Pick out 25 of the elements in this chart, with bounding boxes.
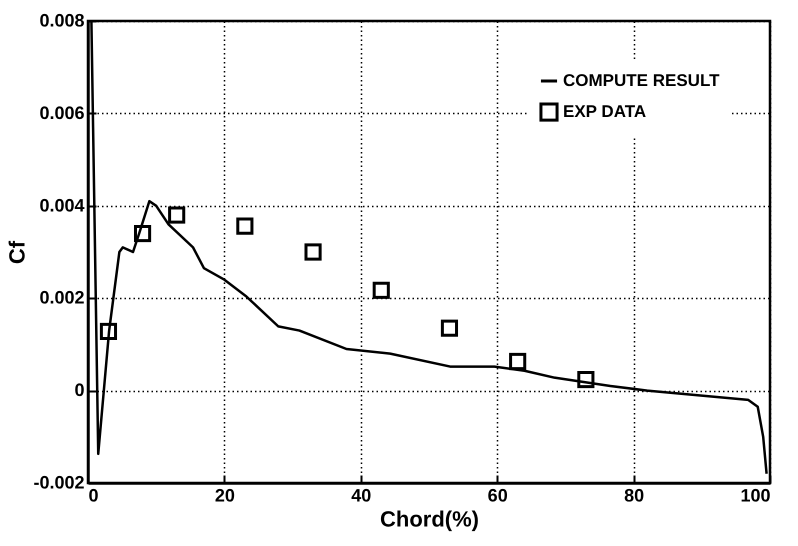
point [440,320,458,337]
x-axis-title: Chord(%) [380,506,479,532]
point [509,352,526,370]
y-tick-label: 0.008 [39,10,84,30]
point [577,370,594,388]
x-tick-label: 60 [488,486,508,506]
point [372,282,390,299]
point [100,322,118,340]
point [304,243,322,261]
x-tick-label: 40 [351,486,372,506]
y-tick-label: 0.006 [39,102,84,123]
x-tick-label: 100 [740,486,770,506]
y-tick-label: 0.004 [39,195,84,216]
legend-label: EXP DATA [563,102,646,121]
point [168,206,186,224]
y-tick-label: 0.002 [39,288,84,308]
y-tick-label: -0.002 [33,472,84,492]
x-tick-label: 80 [624,486,644,506]
legend-label: COMPUTE RESULT [563,71,720,90]
x-tick-label: 20 [214,486,235,506]
x-tick-label: 0 [88,486,99,506]
point [236,218,254,235]
y-axis-title: Cf [4,240,30,264]
point [134,224,152,242]
y-tick-label: 0 [74,380,84,400]
